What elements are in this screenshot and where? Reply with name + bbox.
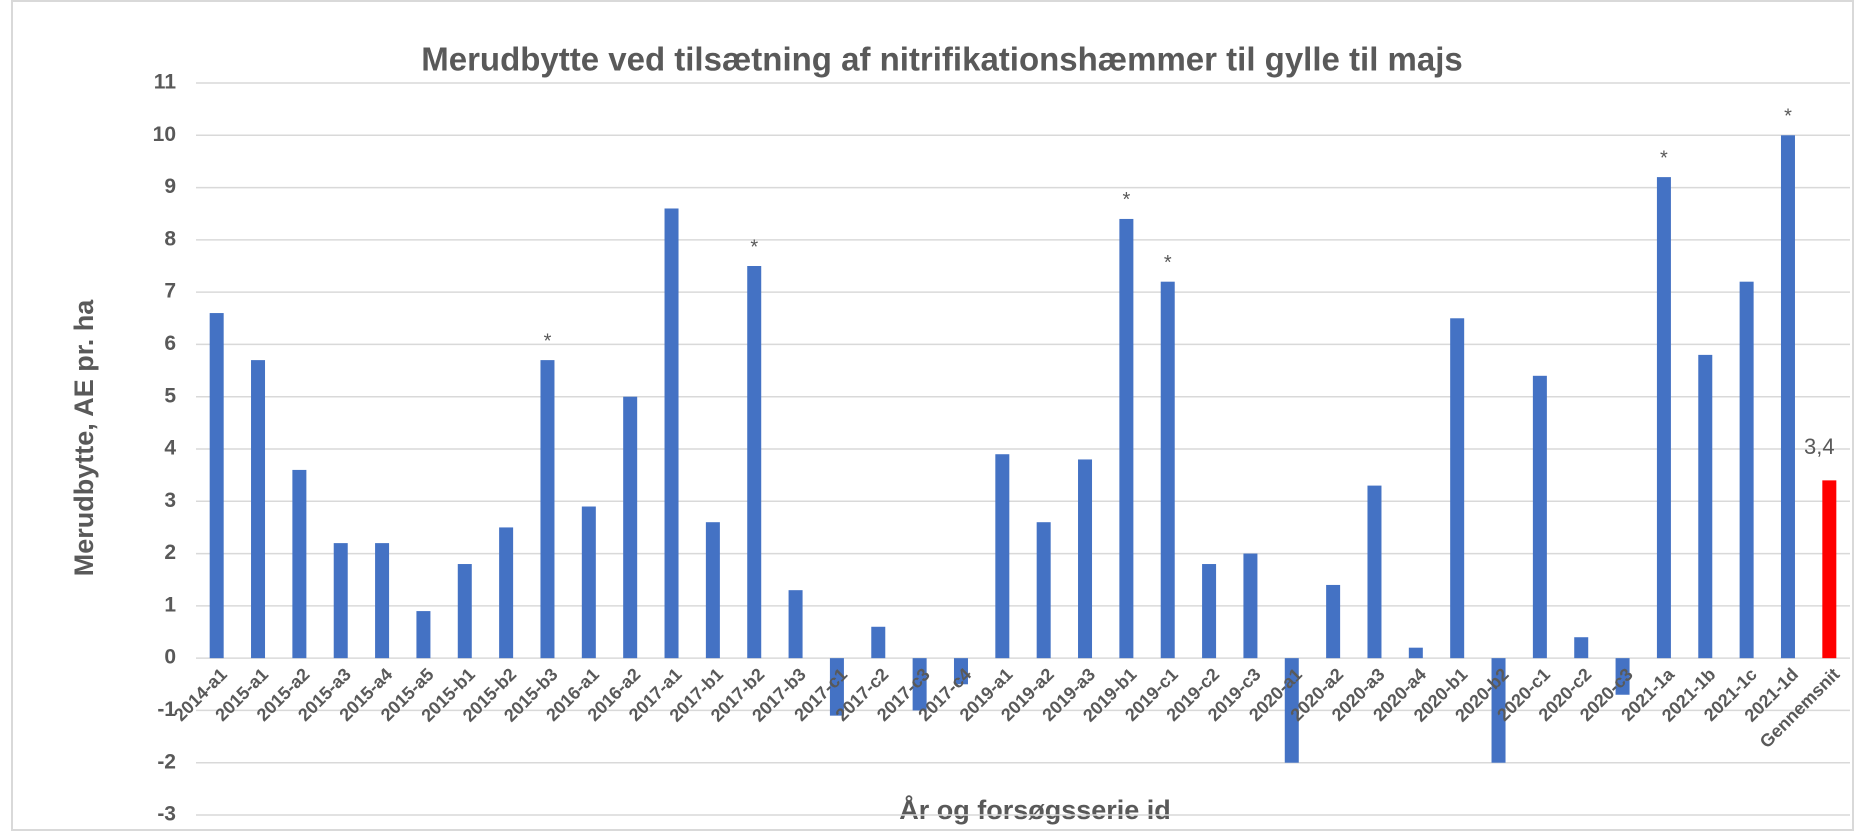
bar bbox=[457, 564, 472, 659]
bar bbox=[747, 266, 762, 659]
bar bbox=[540, 360, 555, 659]
x-axis-title: År og forsøgsserie id bbox=[899, 794, 1171, 825]
bar bbox=[664, 208, 679, 659]
bar bbox=[251, 360, 266, 659]
bar bbox=[953, 658, 968, 685]
y-axis-title: Merudbytte, AE pr. ha bbox=[69, 299, 99, 577]
bar bbox=[829, 658, 844, 716]
y-tick-label: 0 bbox=[164, 646, 176, 669]
bar bbox=[1450, 318, 1465, 659]
data-label: 3,4 bbox=[1804, 434, 1835, 459]
bar bbox=[995, 454, 1010, 659]
y-tick-label: 4 bbox=[164, 437, 176, 460]
bar bbox=[1491, 658, 1506, 763]
y-tick-label: 1 bbox=[164, 593, 176, 616]
y-tick-label: -3 bbox=[157, 803, 176, 826]
y-tick-label: 8 bbox=[164, 227, 176, 250]
y-tick-label: 5 bbox=[164, 384, 176, 407]
y-tick-label: 3 bbox=[164, 489, 176, 512]
y-tick-label: 10 bbox=[153, 123, 176, 146]
bar bbox=[499, 527, 514, 659]
bar bbox=[581, 506, 596, 659]
y-tick-label: -1 bbox=[157, 698, 176, 721]
chart-title: Merudbytte ved tilsætning af nitrifikati… bbox=[421, 41, 1463, 78]
significance-marker: * bbox=[1122, 189, 1130, 211]
bar bbox=[1532, 375, 1547, 659]
chart-border bbox=[11, 0, 1854, 831]
bar bbox=[623, 396, 638, 659]
bar bbox=[1780, 135, 1795, 659]
bar bbox=[1202, 564, 1217, 659]
bar bbox=[1119, 218, 1134, 659]
bar bbox=[1243, 553, 1258, 659]
bar bbox=[292, 469, 307, 659]
bar bbox=[209, 313, 224, 659]
y-tick-label: -2 bbox=[157, 750, 176, 773]
bar bbox=[1822, 480, 1837, 659]
y-tick-label: 2 bbox=[164, 541, 176, 564]
bar bbox=[416, 611, 431, 659]
bar bbox=[333, 543, 348, 659]
bar bbox=[788, 590, 803, 659]
significance-marker: * bbox=[750, 236, 758, 258]
bar bbox=[1367, 485, 1382, 659]
y-tick-label: 11 bbox=[154, 71, 177, 94]
bar bbox=[1036, 522, 1051, 659]
bar bbox=[1284, 658, 1299, 763]
bar bbox=[705, 522, 720, 659]
bar bbox=[1574, 637, 1589, 659]
bar bbox=[1078, 459, 1093, 659]
y-tick-label: 7 bbox=[164, 280, 176, 303]
significance-marker: * bbox=[1660, 147, 1668, 169]
bar bbox=[1698, 354, 1713, 659]
bar bbox=[1408, 647, 1423, 659]
significance-marker: * bbox=[1784, 106, 1792, 128]
y-tick-label: 9 bbox=[164, 175, 176, 198]
bar bbox=[1160, 281, 1175, 659]
significance-marker: * bbox=[1164, 252, 1172, 274]
bar bbox=[1656, 177, 1671, 659]
significance-marker: * bbox=[544, 330, 552, 352]
bar bbox=[375, 543, 390, 659]
bar bbox=[1615, 658, 1630, 695]
bar bbox=[1739, 281, 1754, 659]
bar bbox=[1326, 584, 1341, 659]
bar bbox=[912, 658, 927, 711]
y-tick-label: 6 bbox=[164, 332, 176, 355]
bar bbox=[871, 626, 886, 659]
